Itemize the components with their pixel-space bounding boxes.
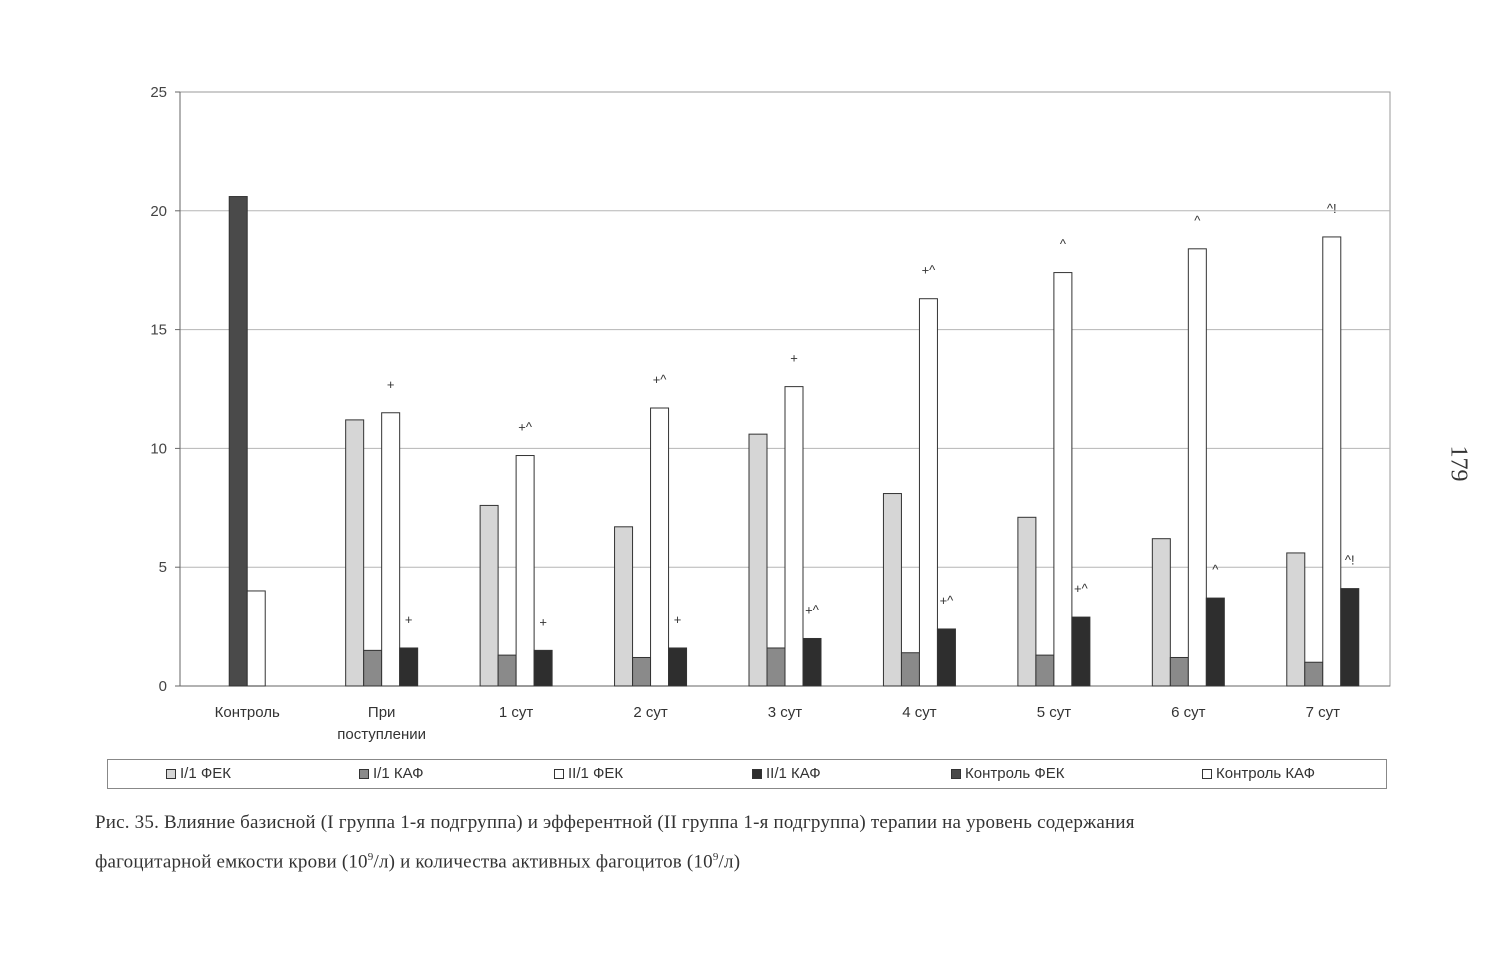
bar-i-1-фек-3-сут (748, 433, 768, 687)
bar-ii-1-фек-2-сут (650, 407, 670, 687)
bar-i-1-каф-2-сут (632, 656, 652, 687)
bar-i-1-фек-6-сут (1151, 538, 1171, 687)
caption-text-b: /л) и количества активных фагоцитов (10 (373, 851, 713, 873)
bar-ii-1-каф-3-сут (802, 637, 822, 687)
bar-контроль-фек-контроль (228, 196, 248, 687)
bar-ii-1-фек-5-сут (1053, 272, 1073, 687)
annotation-ii-1-фек-1-сут: +^ (518, 420, 533, 435)
bar-ii-1-каф-5-сут (1071, 616, 1091, 687)
legend-label-i1-fek: I/1 ФЕК (180, 765, 231, 782)
x-tick-label-контроль: Контроль (215, 704, 280, 721)
bar-i-1-фек-1-сут (479, 504, 499, 687)
bar-i-1-каф-3-сут (766, 647, 786, 687)
legend-swatch-i1-fek (166, 768, 176, 779)
bar-ii-1-фек-7-сут (1322, 236, 1342, 687)
legend-item-i1-fek: I/1 ФЕК (166, 765, 231, 782)
legend-swatch-i1-kaf (359, 768, 369, 779)
bar-ii-1-фек-при-поступлении (381, 412, 401, 687)
figure-caption: Рис. 35. Влияние базисной (I группа 1-я … (95, 806, 1408, 879)
annotation-ii-1-фек-6-сут: ^ (1194, 213, 1201, 228)
bar-i-1-каф-6-сут (1169, 656, 1189, 687)
x-tick-label-4-сут: 4 сут (902, 704, 937, 721)
x-tick-label-2-сут: 2 сут (633, 704, 668, 721)
y-tick-label-10: 10 (150, 440, 167, 457)
annotation-ii-1-фек-7-сут: ^! (1327, 201, 1337, 216)
legend-label-control-kaf: Контроль КАФ (1216, 765, 1315, 782)
bar-ii-1-фек-1-сут (515, 455, 535, 687)
annotation-ii-1-фек-2-сут: +^ (653, 372, 668, 387)
legend-item-ii1-kaf: II/1 КАФ (752, 765, 821, 782)
legend-label-i1-kaf: I/1 КАФ (373, 765, 424, 782)
bar-i-1-фек-2-сут (614, 526, 634, 687)
annotation-ii-1-каф-4-сут: +^ (940, 593, 955, 608)
annotation-ii-1-каф-1-сут: + (539, 614, 547, 629)
bar-ii-1-каф-4-сут (936, 628, 956, 687)
y-tick-label-0: 0 (159, 678, 167, 695)
caption-superscript-b: 9 (712, 851, 719, 863)
annotation-ii-1-фек-4-сут: +^ (922, 263, 937, 278)
bar-ii-1-фек-3-сут (784, 386, 804, 687)
x-tick-label-1-сут: 1 сут (499, 704, 534, 721)
x-tick-label-7-сут: 7 сут (1306, 704, 1341, 721)
bar-chart: 0 5 10 15 20 25 Контроль При поступлении 1 сут 2 с… (150, 84, 1391, 743)
annotation-ii-1-фек-5-сут: ^ (1060, 237, 1067, 252)
y-tick-label-15: 15 (150, 322, 167, 339)
bar-ii-1-каф-2-сут (668, 647, 688, 687)
bar-i-1-каф-4-сут (900, 652, 920, 687)
y-tick-label-25: 25 (150, 84, 167, 101)
x-tick-label-3-сут: 3 сут (768, 704, 803, 721)
bar-ii-1-фек-6-сут (1187, 248, 1207, 687)
legend-item-control-fek: Контроль ФЕК (951, 765, 1064, 782)
annotation-ii-1-каф-5-сут: +^ (1074, 581, 1089, 596)
legend-item-ii1-fek: II/1 ФЕК (554, 765, 623, 782)
caption-superscript-a: 9 (367, 851, 374, 863)
annotation-ii-1-каф-2-сут: + (674, 612, 682, 627)
x-tick-label-6-сут: 6 сут (1171, 704, 1206, 721)
bar-i-1-фек-4-сут (882, 493, 902, 687)
caption-line-1: Рис. 35. Влияние базисной (I группа 1-я … (95, 812, 1135, 833)
annotation-ii-1-каф-6-сут: ^ (1212, 562, 1219, 577)
caption-text-c: /л) (718, 851, 741, 873)
legend-item-control-kaf: Контроль КАФ (1202, 765, 1315, 782)
bar-ii-1-каф-6-сут (1205, 597, 1225, 687)
bar-ii-1-каф-при-поступлении (399, 647, 419, 687)
bar-i-1-фек-при-поступлении (345, 419, 365, 687)
legend-label-control-fek: Контроль ФЕК (965, 765, 1065, 782)
y-tick-label-5: 5 (159, 559, 167, 576)
bar-ii-1-каф-1-сут (533, 649, 553, 687)
annotation-ii-1-фек-3-сут: + (790, 351, 798, 366)
x-tick-label-при-поступлении-2: поступлении (337, 726, 426, 743)
x-tick-label-при-поступлении-1: При (368, 704, 396, 721)
caption-text-a: фагоцитарной емкости крови (10 (95, 851, 368, 873)
legend-swatch-control-kaf (1202, 768, 1212, 779)
bar-контроль-каф-контроль (246, 590, 266, 687)
bar-i-1-фек-5-сут (1017, 516, 1037, 687)
bar-i-1-каф-1-сут (497, 654, 517, 687)
bar-i-1-фек-7-сут (1286, 552, 1306, 687)
annotation-ii-1-каф-7-сут: ^! (1345, 553, 1355, 568)
bar-i-1-каф-5-сут (1035, 654, 1055, 687)
annotation-ii-1-фек-при-поступлении: + (387, 377, 395, 392)
chart-legend: I/1 ФЕК I/1 КАФ II/1 ФЕК II/1 КАФ Контро… (107, 759, 1387, 789)
y-tick-label-20: 20 (150, 203, 167, 220)
legend-swatch-ii1-fek (554, 768, 564, 779)
bar-i-1-каф-7-сут (1304, 661, 1324, 687)
bar-ii-1-фек-4-сут (918, 298, 938, 687)
legend-swatch-ii1-kaf (752, 768, 762, 779)
annotation-ii-1-каф-3-сут: +^ (805, 602, 820, 617)
legend-swatch-control-fek (951, 768, 961, 779)
annotation-ii-1-каф-при-поступлении: + (405, 612, 413, 627)
bar-i-1-каф-при-поступлении (363, 649, 383, 687)
x-tick-label-5-сут: 5 сут (1037, 704, 1072, 721)
bar-ii-1-каф-7-сут (1340, 588, 1360, 687)
legend-item-i1-kaf: I/1 КАФ (359, 765, 424, 782)
caption-line-2: фагоцитарной емкости крови (109/л) и кол… (95, 840, 1408, 879)
legend-label-ii1-kaf: II/1 КАФ (766, 765, 821, 782)
page-number: 179 (1445, 445, 1472, 482)
legend-label-ii1-fek: II/1 ФЕК (568, 765, 624, 782)
